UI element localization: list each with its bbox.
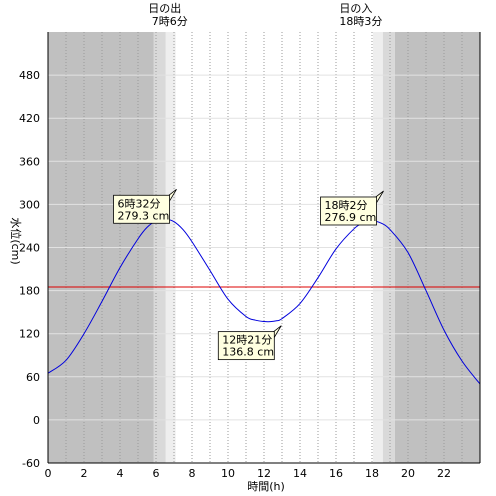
x-tick-label: 14 — [293, 467, 307, 480]
sun-labels: 日の出 7時6分 日の入 18時3分 — [148, 1, 382, 28]
y-tick-label: 60 — [26, 371, 40, 384]
x-tick-label: 20 — [401, 467, 415, 480]
callout-time: 12時21分 — [222, 334, 272, 347]
sunrise-label: 日の出 — [148, 1, 181, 15]
x-tick-label: 8 — [189, 467, 196, 480]
callout-value: 136.8 cm — [222, 346, 274, 359]
y-axis-title: 水位(cm) — [9, 217, 23, 264]
sunset-label: 日の入 — [339, 2, 372, 15]
callout-time: 6時32分 — [118, 197, 161, 210]
axes — [47, 32, 481, 464]
x-tick-label: 0 — [45, 467, 52, 480]
callout-box — [320, 196, 377, 226]
y-tick-label: 420 — [19, 112, 40, 125]
callout-value: 276.9 cm — [325, 211, 377, 224]
series-layer — [47, 218, 481, 385]
y-tick-label: 240 — [19, 242, 40, 255]
tick-labels: 0 2 4 6 8 10 12 14 16 18 20 22 -60 0 60 120 180 240 300 360… — [19, 69, 451, 480]
callout-box — [217, 331, 275, 361]
x-tick-label: 12 — [257, 467, 271, 480]
y-tick-label: -60 — [22, 457, 40, 470]
x-tick-label: 22 — [437, 467, 451, 480]
callout-value: 279.3 cm — [118, 209, 170, 222]
x-tick-label: 18 — [365, 467, 379, 480]
callout-box — [113, 194, 170, 224]
x-tick-label: 16 — [329, 467, 343, 480]
callout-time: 18時2分 — [325, 199, 368, 212]
series-line — [47, 218, 481, 385]
y-tick-label: 360 — [19, 155, 40, 168]
x-tick-label: 4 — [117, 467, 124, 480]
y-tick-label: 180 — [19, 285, 40, 298]
x-tick-label: 2 — [81, 467, 88, 480]
y-tick-label: 480 — [19, 69, 40, 82]
y-tick-label: 120 — [19, 328, 40, 341]
sunset-time: 18時3分 — [339, 15, 382, 28]
x-tick-label: 10 — [221, 467, 235, 480]
y-tick-label: 0 — [33, 414, 40, 427]
y-tick-label: 300 — [19, 198, 40, 211]
sunrise-time: 7時6分 — [152, 15, 188, 28]
x-tick-label: 6 — [153, 467, 160, 480]
x-axis-title: 時間(h) — [247, 480, 285, 493]
